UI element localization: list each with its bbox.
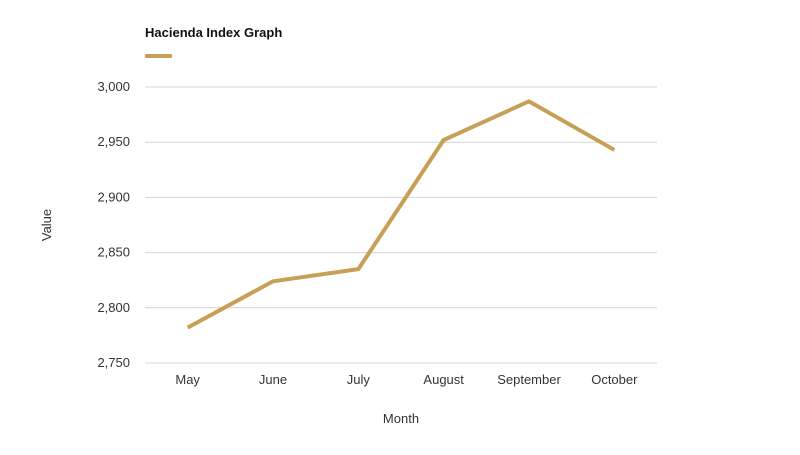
x-axis-title: Month (383, 411, 419, 426)
y-tick-label: 2,750 (97, 355, 130, 370)
y-tick-label: 2,950 (97, 134, 130, 149)
legend-swatch (145, 54, 172, 58)
legend-label: Hacienda Index Graph (145, 25, 283, 40)
x-tick-label: July (347, 372, 371, 387)
x-tick-label: September (497, 372, 561, 387)
y-tick-label: 2,850 (97, 245, 130, 260)
x-tick-label: October (591, 372, 638, 387)
y-tick-label: 2,800 (97, 300, 130, 315)
x-tick-label: August (423, 372, 464, 387)
y-axis-title: Value (39, 209, 54, 241)
x-tick-label: May (175, 372, 200, 387)
y-tick-label: 3,000 (97, 79, 130, 94)
y-tick-label: 2,900 (97, 189, 130, 204)
x-tick-label: June (259, 372, 287, 387)
series-line (186, 99, 616, 330)
